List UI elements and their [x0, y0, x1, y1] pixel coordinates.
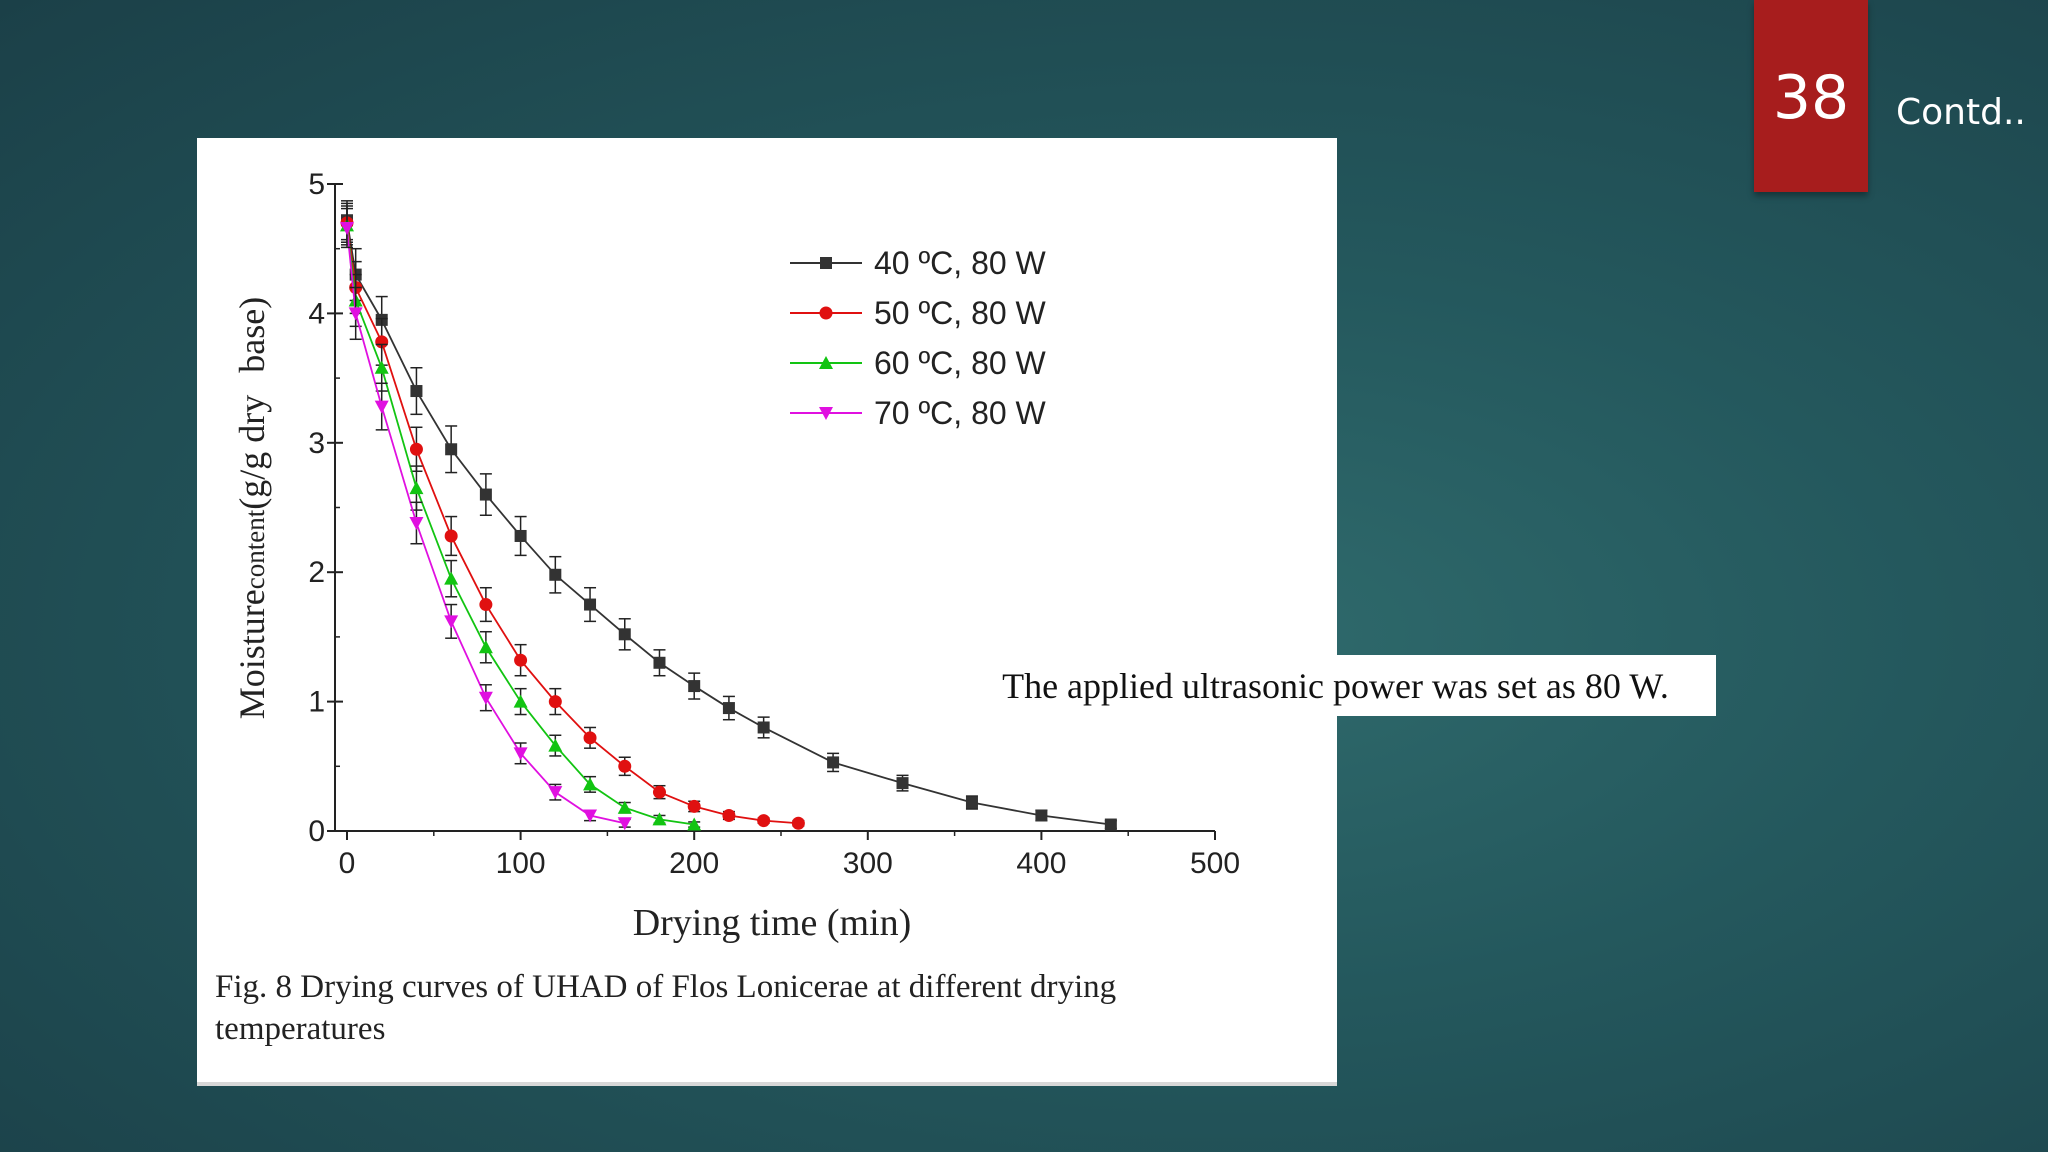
figure-card: 0 1 2 3 4 5 0 100 200 300 400 500 Drying time (min) M… [197, 138, 1337, 1086]
y-axis-title-part: content [240, 509, 270, 589]
data-point-series-1 [653, 656, 666, 669]
data-point-series-1 [479, 488, 492, 501]
data-point-series-2 [652, 785, 666, 799]
data-point-series-3 [652, 812, 667, 826]
data-point-series-1 [410, 385, 423, 398]
data-point-series-4 [478, 691, 493, 705]
data-point-series-4 [617, 817, 632, 831]
figure-caption-line-1: Fig. 8 Drying curves of UHAD of Flos Lon… [215, 969, 1117, 1005]
figure-caption-line-2: temperatures [215, 1011, 386, 1047]
data-point-series-1 [1035, 809, 1048, 822]
data-point-series-2 [514, 653, 528, 667]
data-point-series-1 [584, 598, 597, 611]
y-tick-label: 5 [308, 168, 325, 201]
data-point-series-1 [827, 756, 840, 769]
data-point-series-3 [617, 800, 632, 814]
data-point-series-3 [583, 777, 598, 791]
slide-number-badge: 38 [1754, 0, 1868, 192]
data-point-series-4 [340, 221, 354, 235]
legend-label-4: 70 ºC, 80 W [874, 395, 1047, 431]
data-point-series-2 [479, 598, 493, 612]
x-tick-label: 0 [339, 847, 356, 880]
data-point-series-3 [374, 360, 389, 374]
data-point-series-1 [688, 680, 701, 693]
x-tick-label: 200 [669, 847, 719, 880]
data-point-series-1 [722, 702, 735, 715]
data-point-series-4 [548, 786, 563, 800]
legend-marker-4 [819, 407, 833, 420]
data-point-series-3 [409, 481, 424, 495]
data-point-series-2 [791, 816, 805, 830]
x-tick-label: 300 [843, 847, 893, 880]
legend-marker-2 [819, 306, 833, 320]
data-point-series-4 [444, 615, 459, 629]
data-point-series-2 [444, 529, 458, 543]
y-axis-title: Moisturecontent(g/g dry base) [232, 297, 272, 719]
data-point-series-2 [722, 808, 736, 822]
data-point-series-3 [513, 694, 528, 708]
data-point-series-2 [548, 695, 562, 709]
data-point-series-1 [896, 777, 909, 790]
data-point-series-3 [478, 640, 493, 654]
data-point-series-1 [549, 568, 562, 581]
y-axis-title-part: (g/g dry [232, 395, 272, 510]
data-point-series-2 [409, 442, 423, 456]
data-point-series-3 [444, 571, 459, 585]
data-point-series-2 [583, 731, 597, 745]
data-point-series-4 [513, 747, 528, 761]
x-tick-label: 400 [1016, 847, 1066, 880]
legend-marker-1 [820, 257, 832, 269]
data-point-series-1 [445, 443, 458, 456]
data-point-series-4 [374, 400, 389, 414]
data-point-series-4 [348, 307, 363, 321]
legend-marker-3 [819, 356, 833, 369]
data-point-series-2 [687, 799, 701, 813]
data-point-series-2 [618, 759, 632, 773]
data-point-series-4 [409, 517, 424, 531]
drying-curve-chart: 0 1 2 3 4 5 0 100 200 300 400 500 Drying time (min) M… [232, 168, 1240, 944]
y-tick-label: 0 [308, 815, 325, 848]
data-point-series-4 [583, 809, 598, 823]
x-tick-label: 100 [496, 847, 546, 880]
data-point-series-1 [514, 529, 527, 542]
x-axis-title: Drying time (min) [633, 902, 912, 944]
legend-label-3: 60 ºC, 80 W [874, 345, 1047, 381]
data-point-series-1 [757, 721, 770, 734]
data-point-series-3 [687, 817, 702, 831]
y-tick-label: 4 [308, 297, 325, 330]
y-tick-label: 2 [308, 556, 325, 589]
y-tick-label: 1 [308, 686, 325, 719]
slide-title: Contd.. [1896, 92, 2026, 133]
data-point-series-1 [1104, 818, 1117, 831]
legend-label-2: 50 ºC, 80 W [874, 295, 1047, 331]
legend-label-1: 40 ºC, 80 W [874, 245, 1047, 281]
series-line-3 [346, 225, 695, 826]
y-tick-label: 3 [308, 427, 325, 460]
data-point-series-1 [965, 796, 978, 809]
data-point-series-2 [757, 814, 771, 828]
y-axis-title-part: Moisture [232, 589, 272, 719]
data-point-series-1 [618, 628, 631, 641]
power-note: The applied ultrasonic power was set as … [955, 655, 1716, 716]
figure-caption: Fig. 8 Drying curves of UHAD of Flos Lon… [215, 966, 1295, 1050]
data-point-series-3 [548, 738, 563, 752]
y-axis-title-part: base) [232, 297, 272, 373]
series-line-4 [346, 227, 625, 825]
x-tick-label: 500 [1190, 847, 1240, 880]
